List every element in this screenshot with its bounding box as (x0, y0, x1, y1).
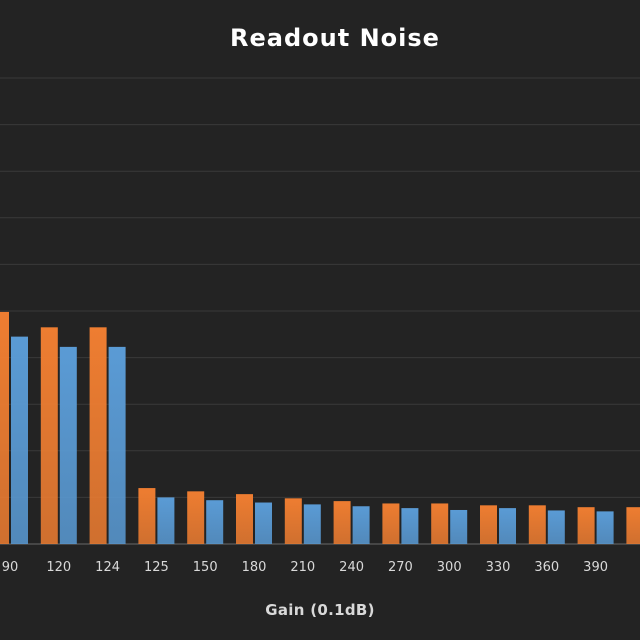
x-axis-label: Gain (0.1dB) (265, 601, 375, 619)
x-tick-label: 90 (2, 560, 19, 575)
bar-series-1-270 (382, 503, 400, 544)
x-tick-label: 270 (388, 560, 413, 575)
bar-series-2-120 (59, 346, 77, 544)
x-tick-label: 240 (339, 560, 364, 575)
bar-series-2-210 (303, 504, 321, 544)
bar-series-1-180 (236, 494, 253, 544)
bar-series-1-125 (138, 488, 156, 544)
x-tick-label: 120 (46, 560, 71, 575)
bar-series-2-270 (401, 508, 419, 544)
bar-series-2-150 (206, 500, 224, 544)
bar-series-2-330 (499, 508, 516, 544)
bar-series-1-390 (577, 507, 595, 544)
x-tick-label: 150 (193, 560, 218, 575)
x-tick-label: 330 (486, 560, 511, 575)
bar-series-2-360 (547, 510, 565, 544)
x-tick-label: 360 (534, 560, 559, 575)
bar-series-2-125 (157, 497, 175, 544)
bar-series-1-210 (284, 498, 302, 544)
bar-series-1-90 (0, 311, 9, 544)
bar-series-1-120 (40, 327, 58, 544)
bar-series-2-180 (255, 502, 272, 544)
bar-series-2-90 (11, 336, 28, 544)
bar-series-1-360 (528, 505, 546, 544)
bar-series-1-124 (89, 327, 107, 544)
bar-series-2-240 (352, 506, 370, 544)
x-tick-label: 124 (95, 560, 120, 575)
bar-series-1-4 (626, 507, 640, 544)
bar-series-1-300 (431, 503, 449, 544)
x-tick-label: 300 (437, 560, 462, 575)
x-tick-label: 125 (144, 560, 169, 575)
bar-series-1-330 (480, 505, 497, 544)
bar-series-2-300 (450, 509, 468, 544)
x-tick-label: 390 (583, 560, 608, 575)
bar-series-1-240 (333, 501, 351, 544)
bar-series-1-150 (187, 491, 205, 544)
chart-title: Readout Noise (230, 24, 440, 52)
x-tick-label: 210 (290, 560, 315, 575)
bar-series-2-124 (108, 346, 126, 544)
x-tick-label: 180 (242, 560, 267, 575)
bar-series-2-390 (596, 511, 614, 544)
